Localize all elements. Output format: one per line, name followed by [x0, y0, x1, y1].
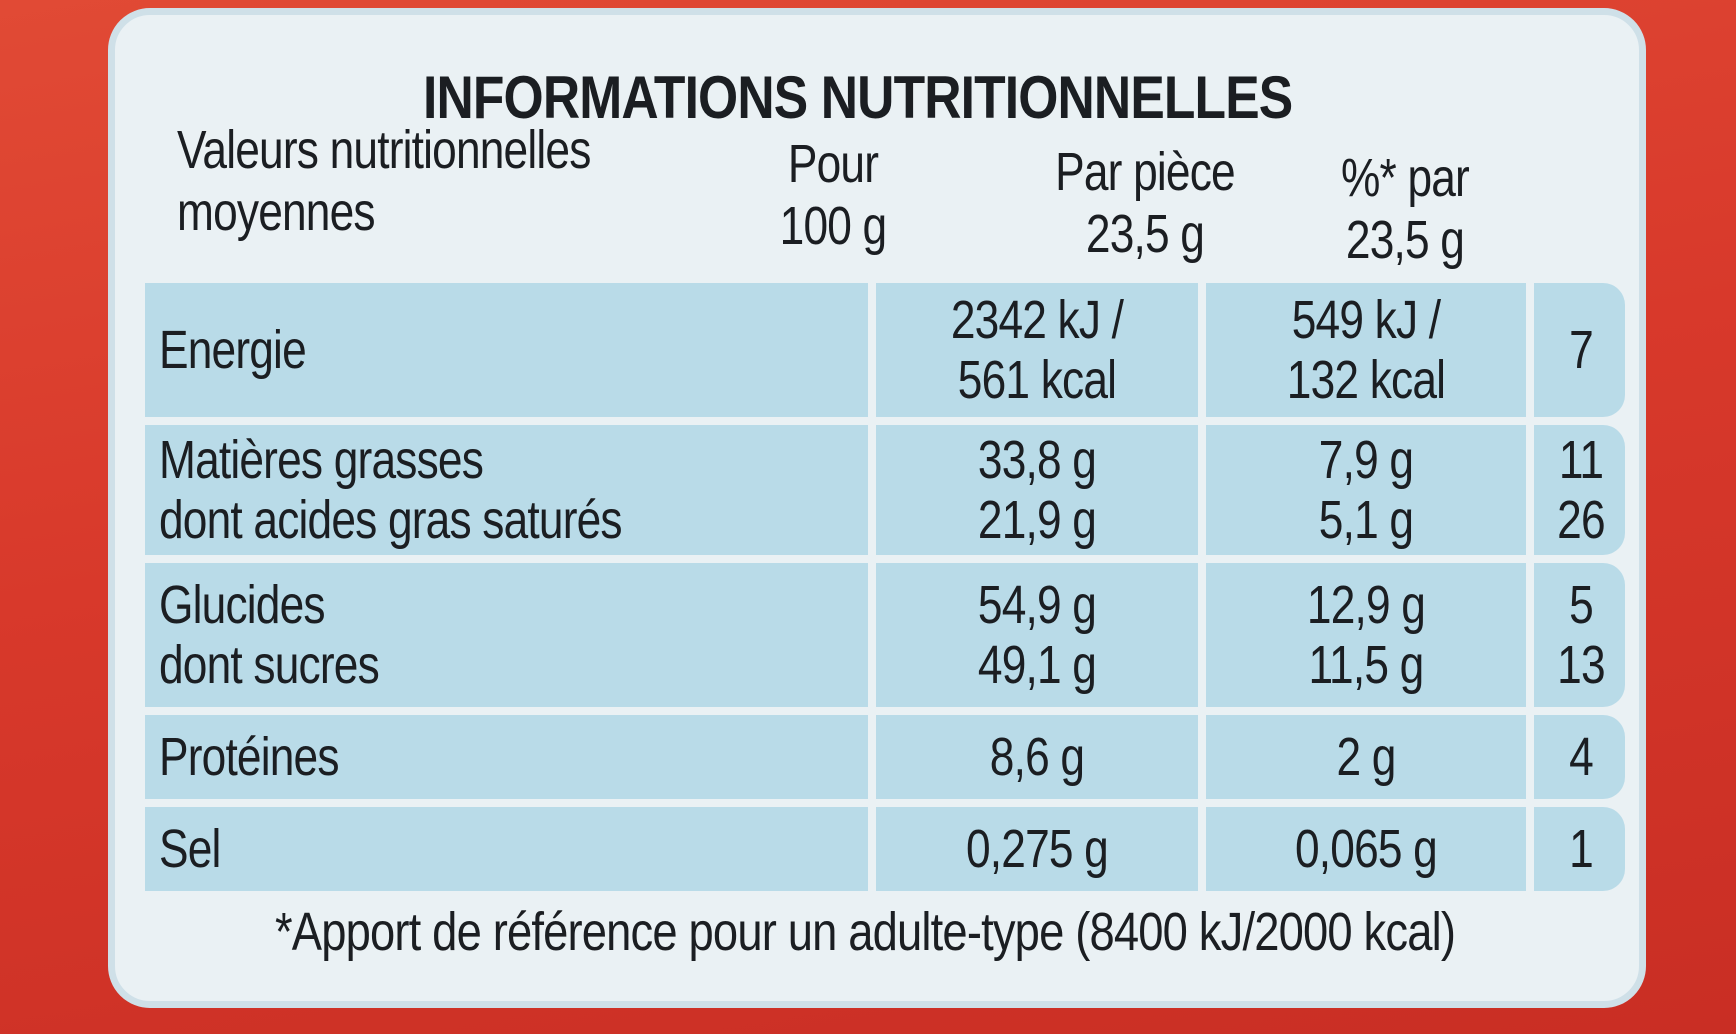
cell-salt-label	[145, 807, 868, 891]
table-row-carbs: Glucides dont sucres 54,9 g 49,1 g 12,9 g 11,…	[145, 563, 1625, 707]
cell-salt-per-piece	[1206, 807, 1526, 891]
cell-carbs-percent-ri	[1534, 563, 1625, 707]
header-nutrient-line2: moyennes	[177, 182, 376, 242]
cell-fat-percent-ri-line2: 26	[1557, 490, 1605, 550]
table-row-protein: Protéines 8,6 g 2 g 4	[145, 715, 1625, 799]
cell-protein-percent-ri	[1534, 715, 1625, 799]
cell-carbs-label	[145, 563, 868, 707]
table-row-fat: Matières grasses dont acides gras saturés…	[145, 425, 1625, 555]
cell-fat-label-line2: dont acides gras saturés	[159, 490, 623, 550]
cell-carbs-per-piece	[1206, 563, 1526, 707]
cell-carbs-per-100g-line1: 54,9 g	[977, 575, 1097, 635]
cell-protein-percent-ri-line1: 4	[1569, 727, 1594, 787]
cell-fat-percent-ri	[1534, 425, 1625, 555]
cell-carbs-label-line1: Glucides	[159, 575, 326, 635]
cell-fat-label-line1: Matières grasses	[159, 430, 484, 490]
cell-energy-percent-ri	[1534, 283, 1625, 417]
header-percent-ri-line2: 23,5 g	[1345, 210, 1465, 270]
cell-protein-label	[145, 715, 868, 799]
header-per-piece-line1: Par pièce	[1055, 142, 1236, 202]
header-nutrient-line1: Valeurs nutritionnelles	[177, 120, 591, 180]
footnote: *Apport de référence pour un adulte-type…	[275, 902, 1456, 962]
cell-energy-per-100g	[876, 283, 1198, 417]
header-percent-ri: %* par 23,5 g	[1323, 147, 1487, 271]
cell-protein-per-100g	[876, 715, 1198, 799]
cell-fat-per-piece-line1: 7,9 g	[1318, 430, 1414, 490]
header-nutrient: Valeurs nutritionnelles moyennes	[177, 119, 591, 243]
cell-carbs-per-piece-line1: 12,9 g	[1306, 575, 1426, 635]
table-row-energy: Energie 2342 kJ /561 kcal 549 kJ /132 kcal…	[145, 283, 1625, 417]
header-per-piece-line2: 23,5 g	[1085, 204, 1205, 264]
header-per-100g-line1: Pour	[787, 134, 879, 194]
cell-salt-per-100g-line1: 0,275 g	[965, 819, 1109, 879]
cell-energy-label	[145, 283, 868, 417]
header-percent-ri-line1: %* par	[1341, 148, 1470, 208]
nutrition-table: Energie 2342 kJ /561 kcal 549 kJ /132 kcal…	[145, 283, 1625, 893]
cell-protein-per-piece-line1: 2 g	[1336, 727, 1396, 787]
table-row-salt: Sel 0,275 g 0,065 g 1	[145, 807, 1625, 891]
cell-salt-per-100g	[876, 807, 1198, 891]
cell-energy-label-line1: Energie	[159, 320, 307, 380]
header-per-piece: Par pièce 23,5 g	[1038, 141, 1251, 265]
cell-salt-per-piece-line1: 0,065 g	[1294, 819, 1438, 879]
cell-fat-per-piece	[1206, 425, 1526, 555]
cell-fat-per-100g-line1: 33,8 g	[977, 430, 1097, 490]
cell-salt-label-line1: Sel	[159, 819, 221, 879]
cell-carbs-label-line2: dont sucres	[159, 635, 380, 695]
cell-energy-per-piece	[1206, 283, 1526, 417]
cell-fat-label	[145, 425, 868, 555]
cell-carbs-percent-ri-line2: 13	[1557, 635, 1605, 695]
cell-fat-per-100g	[876, 425, 1198, 555]
cell-carbs-per-100g-line2: 49,1 g	[977, 635, 1097, 695]
cell-fat-per-100g-line2: 21,9 g	[977, 490, 1097, 550]
header-per-100g: Pour 100 g	[751, 133, 915, 257]
cell-fat-per-piece-line2: 5,1 g	[1318, 490, 1414, 550]
cell-salt-percent-ri-line1: 1	[1569, 819, 1594, 879]
cell-protein-label-line1: Protéines	[159, 727, 340, 787]
cell-carbs-percent-ri-line1: 5	[1569, 575, 1594, 635]
cell-protein-per-piece	[1206, 715, 1526, 799]
cell-salt-percent-ri	[1534, 807, 1625, 891]
nutrition-panel: INFORMATIONS NUTRITIONNELLES Valeurs nut…	[108, 8, 1646, 1008]
nutrition-title: INFORMATIONS NUTRITIONNELLES	[423, 64, 1293, 131]
cell-energy-percent-ri-line1: 7	[1569, 320, 1594, 380]
cell-carbs-per-100g	[876, 563, 1198, 707]
header-per-100g-line2: 100 g	[779, 196, 888, 256]
cell-energy-per-piece-line2: 132 kcal	[1286, 350, 1446, 410]
cell-energy-per-piece-line1: 549 kJ /	[1291, 290, 1441, 350]
cell-fat-percent-ri-line1: 11	[1558, 430, 1604, 490]
cell-protein-per-100g-line1: 8,6 g	[989, 727, 1085, 787]
cell-energy-per-100g-line2: 561 kcal	[957, 350, 1117, 410]
cell-carbs-per-piece-line2: 11,5 g	[1308, 635, 1425, 695]
cell-energy-per-100g-line1: 2342 kJ /	[950, 290, 1124, 350]
